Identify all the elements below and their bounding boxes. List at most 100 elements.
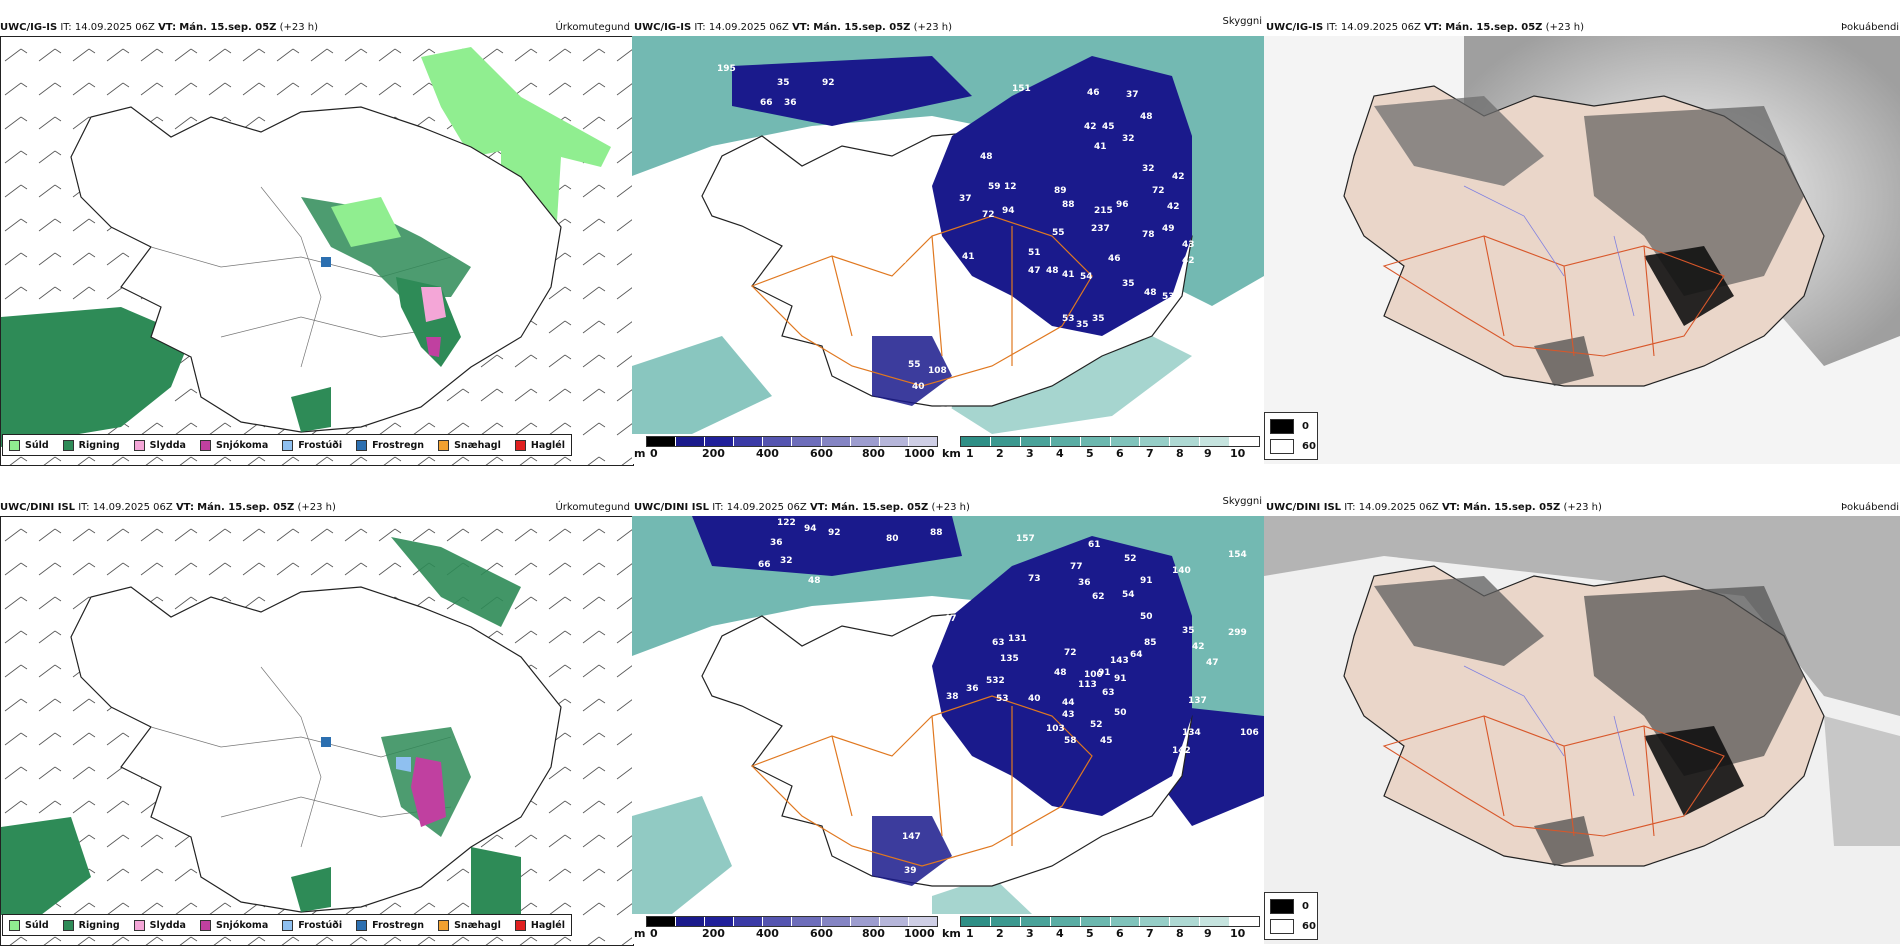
cloud-number: 108	[928, 366, 947, 376]
fog-swatch	[1270, 419, 1294, 434]
cloud-number: 46	[944, 264, 957, 274]
cloud-number: 32	[1122, 134, 1135, 144]
legend-item: Súld	[9, 439, 49, 451]
tick-label: 0	[650, 447, 658, 460]
fog-legend-1: 0 60	[1264, 412, 1318, 460]
cloud-number: 43	[1062, 710, 1075, 720]
cloud-number: 49	[1162, 224, 1175, 234]
cloud-number: 92	[822, 78, 835, 88]
visibility-title-2: Skyggni	[1222, 496, 1262, 507]
tick-label: 7	[1146, 447, 1154, 460]
cloud-number: 143	[1110, 656, 1129, 666]
tick-label: 5	[1086, 447, 1094, 460]
visibility-bar	[960, 916, 1260, 927]
cloud-number: 80	[886, 534, 899, 544]
cloud-number: 299	[1228, 628, 1247, 638]
cloud-number: 43	[1182, 240, 1195, 250]
legend-item: Frostregn	[356, 439, 424, 451]
cloud-number: 88	[930, 528, 943, 538]
cloud-number: 40	[1028, 694, 1041, 704]
cloud-number: 72	[1064, 648, 1077, 658]
cloud-number: 91	[1140, 576, 1153, 586]
legend-swatch	[133, 919, 145, 931]
cloud-number: 135	[1000, 654, 1019, 664]
cloud-number: 41	[1094, 142, 1107, 152]
cloud-number: 35	[777, 78, 790, 88]
cloud-number: 72	[1152, 186, 1165, 196]
fog-swatch	[1270, 439, 1294, 454]
cloud-number: 48	[1046, 266, 1059, 276]
legend-swatch	[133, 439, 145, 451]
tick-label: 1	[966, 447, 974, 460]
cloud-number: 50	[1114, 708, 1127, 718]
fog-map-1	[1264, 36, 1900, 464]
tick-label: 8	[1176, 447, 1184, 460]
cloud-number: 52	[1090, 720, 1103, 730]
tick-label: 400	[756, 447, 779, 460]
cloud-number: 77	[1070, 562, 1083, 572]
cloud-number: 122	[777, 518, 796, 528]
cloud-number: 36	[1078, 578, 1091, 588]
cloud-number: 134	[1182, 728, 1201, 738]
cloud-number: 59	[988, 182, 1001, 192]
legend-swatch	[9, 439, 20, 451]
cloud-number: 55	[1052, 228, 1065, 238]
tick-label: 10	[1230, 447, 1246, 460]
fog-panel-2: UWC/DINI ISL IT: 14.09.2025 06Z VT: Mán.…	[1264, 494, 1900, 944]
precip-title-1: Úrkomutegund	[555, 22, 630, 33]
cloud-number: 10	[840, 240, 853, 250]
legend-item: Snjókoma	[199, 919, 268, 931]
visibility-panel-1: UWC/IG-IS IT: 14.09.2025 06Z VT: Mán. 15…	[632, 14, 1264, 464]
precip-legend-2: Súld Rigning Slydda Snjókoma Frostúði Fr…	[2, 914, 572, 936]
legend-item: Frostregn	[356, 919, 424, 931]
cloud-base-bar	[646, 436, 938, 447]
legend-item: Haglél	[514, 919, 565, 931]
cloud-number: 46	[1087, 88, 1100, 98]
tick-label: 9	[1204, 447, 1212, 460]
fog-legend-2: 0 60	[1264, 892, 1318, 940]
visibility-map-2	[632, 516, 1264, 914]
cloud-number: 35	[1122, 279, 1135, 289]
cloud-number: 45	[807, 126, 820, 136]
precip-legend-1: Súld Rigning Slydda Snjókoma Frostúði Fr…	[2, 434, 572, 456]
legend-item: Frostúði	[282, 919, 342, 931]
tick-label: 2	[996, 447, 1004, 460]
cloud-number: 35	[1182, 626, 1195, 636]
cloud-number: 48	[808, 576, 821, 586]
visibility-header-1: UWC/IG-IS IT: 14.09.2025 06Z VT: Mán. 15…	[634, 22, 953, 33]
visibility-unit: km	[942, 447, 961, 460]
fog-legend-row: 0	[1270, 419, 1309, 434]
fog-legend-row: 60	[1270, 919, 1316, 934]
cloud-number: 88	[1062, 200, 1075, 210]
visibility-title-1: Skyggni	[1222, 16, 1262, 27]
cloud-number: 48	[1054, 668, 1067, 678]
legend-item: Snæhagl	[438, 439, 501, 451]
cloud-number: 58	[1064, 736, 1077, 746]
cloud-number: 36	[770, 538, 783, 548]
cloud-number: 48	[1144, 288, 1157, 298]
cloud-number: 53	[1162, 292, 1175, 302]
cloud-number: 91	[1098, 668, 1111, 678]
cloud-number: 106	[1240, 728, 1259, 738]
cloud-number: 142	[1172, 746, 1191, 756]
cloud-number: 89	[1054, 186, 1067, 196]
legend-swatch	[62, 439, 74, 451]
cloud-number: 157	[1016, 534, 1035, 544]
cloud-number: 47	[1028, 266, 1041, 276]
cloud-number: 12	[1004, 182, 1017, 192]
cloud-number: 147	[902, 832, 921, 842]
cloud-number: 42	[1182, 256, 1195, 266]
cloud-number: 54	[1080, 272, 1093, 282]
legend-swatch	[199, 439, 211, 451]
cloud-number: 140	[1172, 566, 1191, 576]
visibility-colorbar-1: km 1 2 3 4 5 6 7 8 9 10	[942, 436, 1260, 466]
visibility-map-1	[632, 36, 1264, 434]
cloud-number: 45	[1100, 736, 1113, 746]
cloud-number: 41	[1062, 270, 1075, 280]
cloud-number: 37	[940, 406, 953, 416]
cloud-number: 62	[1092, 592, 1105, 602]
fog-title-2: Þokuábendi	[1841, 502, 1900, 513]
cloud-number: 73	[1028, 574, 1041, 584]
cloud-base-colorbar-1: m 0 200 400 600 800 1000	[634, 436, 938, 466]
tick-label: 800	[862, 447, 885, 460]
